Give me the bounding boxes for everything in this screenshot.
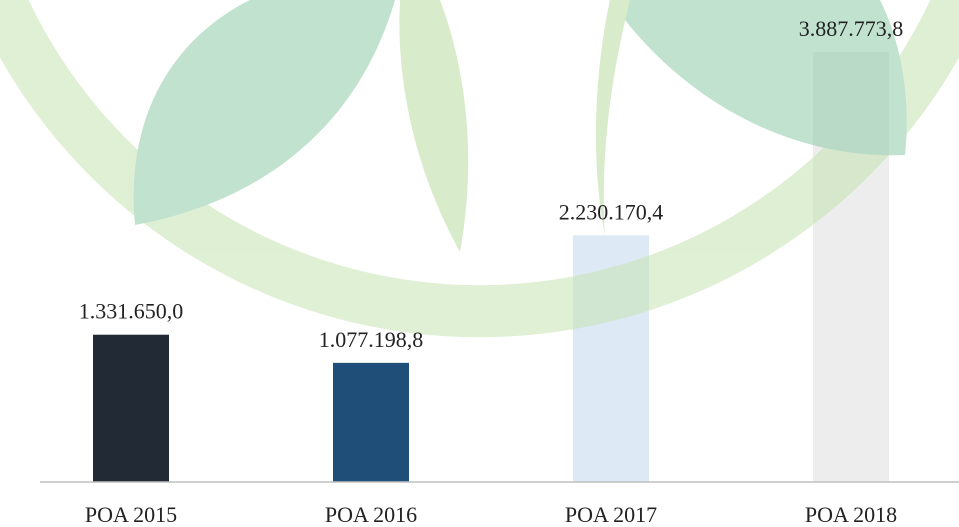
x-tick-label: POA 2016: [325, 502, 417, 527]
labels: 1.331.650,0 POA 2015 1.077.198,8 POA 2016 2.…: [79, 16, 904, 527]
x-tick-label: POA 2017: [565, 502, 657, 527]
leaf: [399, 0, 469, 252]
value-label: 2.230.170,4: [559, 199, 664, 224]
leaf: [133, 0, 395, 225]
bar: [333, 362, 409, 482]
leaf: [595, 0, 630, 235]
x-tick-label: POA 2018: [805, 502, 897, 527]
value-label: 1.077.198,8: [319, 327, 424, 352]
arc-band: [0, 0, 959, 338]
x-tick-label: POA 2015: [85, 502, 177, 527]
decoration: [0, 0, 959, 338]
value-label: 3.887.773,8: [799, 16, 904, 41]
leaf: [610, 0, 907, 156]
bar: [93, 334, 169, 482]
value-label: 1.331.650,0: [79, 299, 184, 324]
